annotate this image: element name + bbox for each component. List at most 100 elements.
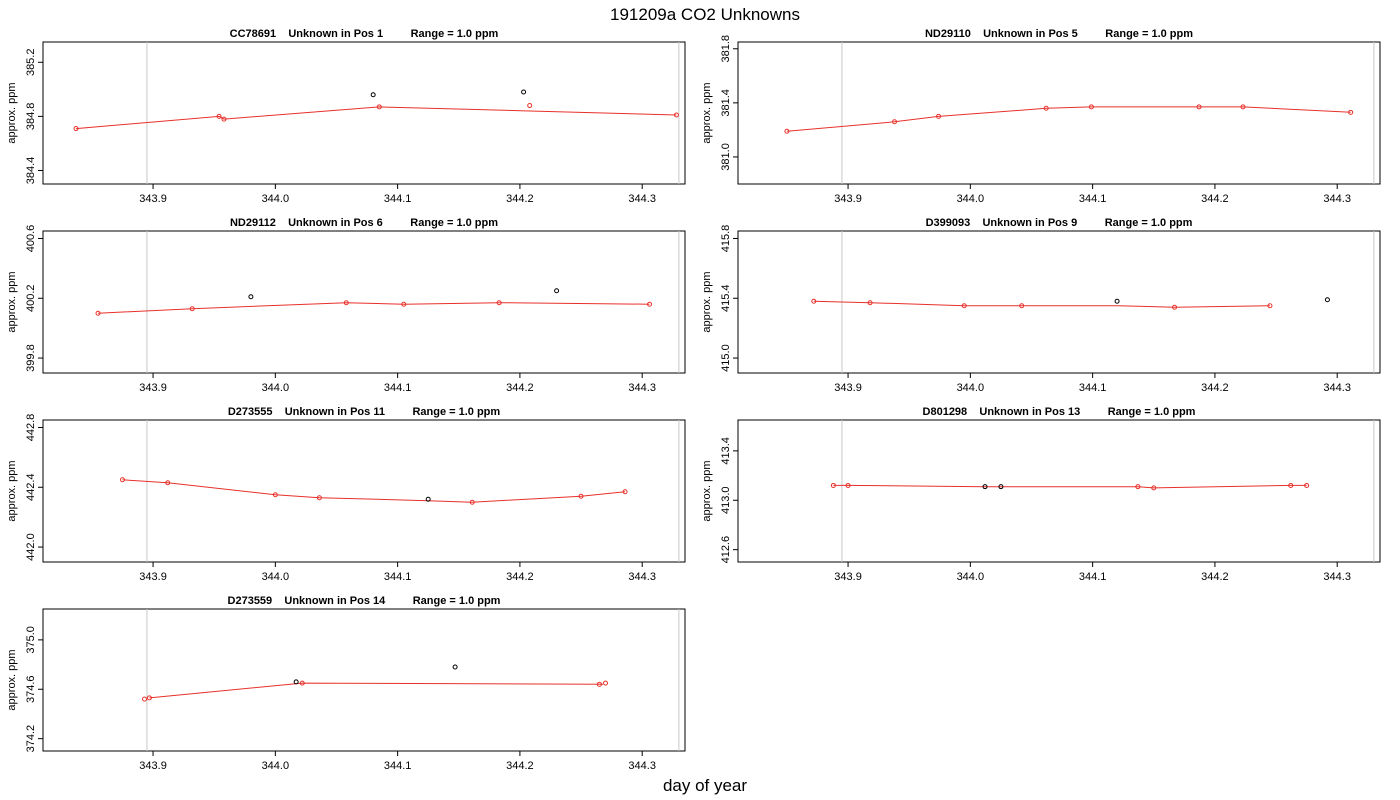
- data-point: [1043, 105, 1049, 111]
- x-tick-label: 344.3: [1323, 571, 1351, 583]
- data-point: [527, 103, 533, 109]
- fit-line: [813, 300, 1270, 308]
- x-tick-label: 344.2: [1201, 382, 1229, 394]
- x-tick-label: 343.9: [139, 760, 167, 772]
- data-point: [146, 695, 152, 701]
- x-tick-label: 343.9: [834, 382, 862, 394]
- x-tick-label: 344.3: [1323, 193, 1351, 205]
- data-point: [603, 680, 609, 686]
- data-point: [216, 113, 222, 119]
- data-point: [73, 126, 79, 132]
- plot-frame: [42, 419, 686, 563]
- panel-6: D801298 Unknown in Pos 13 Range = 1.0 pp…: [701, 406, 1381, 583]
- x-tick-label: 344.1: [1079, 382, 1107, 394]
- fit-line: [75, 106, 677, 130]
- y-tick-label: 415.4: [720, 284, 732, 312]
- data-point: [811, 298, 817, 304]
- y-tick-label: 400.2: [25, 284, 37, 312]
- x-tick-label: 344.2: [1201, 193, 1229, 205]
- data-point: [272, 492, 278, 498]
- data-point: [316, 495, 322, 501]
- fit-line: [149, 682, 604, 699]
- panel-1: CC78691 Unknown in Pos 1 Range = 1.0 ppm…: [6, 28, 686, 205]
- panel-title: D801298 Unknown in Pos 13 Range = 1.0 pp…: [923, 406, 1196, 418]
- data-point: [119, 477, 125, 483]
- data-point: [1267, 303, 1273, 309]
- data-point: [622, 489, 628, 495]
- y-axis-label: approx. ppm: [701, 271, 713, 332]
- plot-frame: [42, 41, 686, 185]
- y-tick-label: 384.8: [25, 103, 37, 131]
- x-tick-label: 344.0: [262, 760, 290, 772]
- data-point: [936, 113, 942, 119]
- data-point: [221, 116, 227, 122]
- y-tick-label: 442.4: [25, 473, 37, 501]
- data-point: [1151, 485, 1157, 491]
- data-point: [596, 681, 602, 687]
- fit-line: [833, 484, 1307, 489]
- data-point: [401, 301, 407, 307]
- panel-title: D273555 Unknown in Pos 11 Range = 1.0 pp…: [228, 406, 501, 418]
- data-point: [452, 664, 458, 670]
- x-tick-label: 343.9: [139, 571, 167, 583]
- data-point: [189, 306, 195, 312]
- x-tick-label: 344.1: [1079, 571, 1107, 583]
- data-point: [165, 480, 171, 486]
- y-tick-label: 415.8: [720, 225, 732, 253]
- panel-title: ND29112 Unknown in Pos 6 Range = 1.0 ppm: [230, 217, 498, 229]
- y-axis-label: approx. ppm: [701, 82, 713, 143]
- data-point: [784, 128, 790, 134]
- data-point: [554, 288, 560, 294]
- x-tick-label: 344.1: [384, 382, 412, 394]
- plot-frame: [737, 419, 1381, 563]
- x-tick-label: 344.0: [262, 571, 290, 583]
- x-tick-label: 344.3: [628, 193, 656, 205]
- data-point: [961, 303, 967, 309]
- data-point: [248, 294, 254, 300]
- y-tick-label: 415.0: [720, 344, 732, 372]
- y-tick-label: 381.4: [720, 89, 732, 117]
- data-point: [845, 482, 851, 488]
- y-tick-label: 385.2: [25, 49, 37, 77]
- data-point: [496, 300, 502, 306]
- plot-frame: [737, 41, 1381, 185]
- data-point: [370, 92, 376, 98]
- x-tick-label: 344.2: [1201, 571, 1229, 583]
- data-point: [982, 484, 988, 490]
- fit-line: [786, 106, 1351, 132]
- panel-7: D273559 Unknown in Pos 14 Range = 1.0 pp…: [6, 595, 686, 772]
- plot-frame: [737, 230, 1381, 374]
- panel-title: CC78691 Unknown in Pos 1 Range = 1.0 ppm: [230, 28, 499, 40]
- data-point: [1288, 482, 1294, 488]
- x-tick-label: 344.3: [1323, 382, 1351, 394]
- x-tick-label: 343.9: [834, 193, 862, 205]
- data-point: [1019, 303, 1025, 309]
- x-tick-label: 344.0: [957, 382, 985, 394]
- panel-4: D399093 Unknown in Pos 9 Range = 1.0 ppm…: [701, 217, 1381, 394]
- data-point: [343, 300, 349, 306]
- figure-title: 191209a CO2 Unknowns: [610, 5, 800, 24]
- y-tick-label: 381.8: [720, 35, 732, 63]
- x-tick-label: 344.0: [262, 193, 290, 205]
- data-point: [141, 696, 147, 702]
- plot-frame: [42, 608, 686, 752]
- y-tick-label: 442.0: [25, 533, 37, 561]
- data-point: [1304, 482, 1310, 488]
- data-point: [1348, 109, 1354, 115]
- y-tick-label: 412.6: [720, 536, 732, 564]
- data-point: [647, 301, 653, 307]
- y-axis-label: approx. ppm: [6, 460, 18, 521]
- panel-2: ND29110 Unknown in Pos 5 Range = 1.0 ppm…: [701, 28, 1381, 205]
- y-axis-label: approx. ppm: [6, 649, 18, 710]
- fit-line: [122, 479, 626, 503]
- x-tick-label: 344.2: [506, 760, 534, 772]
- y-tick-label: 381.0: [720, 143, 732, 171]
- plot-frame: [42, 230, 686, 374]
- data-point: [95, 310, 101, 316]
- panel-title: ND29110 Unknown in Pos 5 Range = 1.0 ppm: [925, 28, 1193, 40]
- y-tick-label: 413.0: [720, 486, 732, 514]
- x-tick-label: 344.2: [506, 382, 534, 394]
- data-point: [376, 104, 382, 110]
- y-tick-label: 374.6: [25, 675, 37, 703]
